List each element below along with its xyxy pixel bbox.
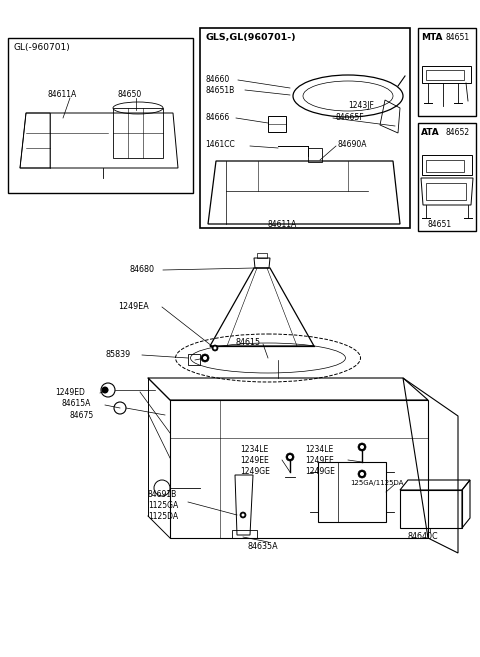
Bar bbox=[308, 148, 322, 162]
Bar bbox=[268, 116, 286, 132]
Text: GL(-960701): GL(-960701) bbox=[13, 43, 70, 52]
Text: 84651: 84651 bbox=[428, 220, 452, 229]
Text: 1125DA: 1125DA bbox=[148, 512, 178, 521]
Bar bbox=[418, 123, 476, 231]
Bar bbox=[418, 28, 476, 116]
Circle shape bbox=[358, 470, 366, 478]
Text: 84615: 84615 bbox=[235, 338, 260, 347]
Text: 1249ED: 1249ED bbox=[55, 388, 85, 397]
Text: 84691B: 84691B bbox=[148, 490, 177, 499]
Text: 84651B: 84651B bbox=[205, 86, 234, 95]
Text: 84651: 84651 bbox=[446, 33, 470, 42]
Text: 1249GE: 1249GE bbox=[305, 467, 335, 476]
Text: 125GA/1125DA: 125GA/1125DA bbox=[350, 480, 403, 486]
Bar bbox=[426, 70, 464, 80]
Circle shape bbox=[201, 354, 209, 362]
Bar bbox=[200, 28, 410, 228]
Text: 84652: 84652 bbox=[446, 128, 470, 137]
Text: 84690A: 84690A bbox=[338, 140, 368, 149]
Bar bbox=[426, 183, 466, 200]
Text: 84611A: 84611A bbox=[48, 90, 77, 99]
Text: 84615A: 84615A bbox=[62, 399, 91, 408]
Circle shape bbox=[360, 445, 364, 449]
Text: GLS,GL(960701-): GLS,GL(960701-) bbox=[205, 33, 296, 42]
Text: 84650: 84650 bbox=[118, 90, 142, 99]
Text: 84680: 84680 bbox=[130, 265, 155, 274]
Text: MTA: MTA bbox=[421, 33, 443, 42]
Bar bbox=[113, 108, 163, 158]
Text: 1249EA: 1249EA bbox=[118, 302, 149, 311]
Text: 84660: 84660 bbox=[205, 75, 229, 84]
Text: 1234LE: 1234LE bbox=[240, 445, 268, 454]
Circle shape bbox=[358, 443, 366, 451]
Circle shape bbox=[101, 386, 108, 394]
Circle shape bbox=[286, 453, 294, 461]
Bar bbox=[426, 160, 464, 172]
Text: 84640C: 84640C bbox=[408, 532, 439, 541]
Circle shape bbox=[241, 514, 244, 516]
Text: 1249EE: 1249EE bbox=[305, 456, 334, 465]
Text: 84611A: 84611A bbox=[268, 220, 297, 229]
Text: 1461CC: 1461CC bbox=[205, 140, 235, 149]
Text: 85839: 85839 bbox=[105, 350, 130, 359]
Text: 1249EE: 1249EE bbox=[240, 456, 269, 465]
Text: ATA: ATA bbox=[421, 128, 440, 137]
Circle shape bbox=[203, 356, 207, 360]
Bar bbox=[232, 530, 257, 538]
Text: 1234LE: 1234LE bbox=[305, 445, 333, 454]
Text: 1243JF: 1243JF bbox=[348, 101, 374, 110]
Circle shape bbox=[360, 472, 364, 476]
Text: 1249GE: 1249GE bbox=[240, 467, 270, 476]
Text: 84635A: 84635A bbox=[248, 542, 278, 551]
Circle shape bbox=[214, 346, 216, 350]
Circle shape bbox=[212, 345, 218, 351]
Text: 1125GA: 1125GA bbox=[148, 501, 178, 510]
Text: 84675: 84675 bbox=[70, 411, 94, 420]
Circle shape bbox=[288, 455, 292, 459]
Circle shape bbox=[240, 512, 246, 518]
Bar bbox=[8, 38, 193, 193]
Text: 84665F: 84665F bbox=[335, 113, 364, 122]
Text: 84666: 84666 bbox=[205, 113, 229, 122]
